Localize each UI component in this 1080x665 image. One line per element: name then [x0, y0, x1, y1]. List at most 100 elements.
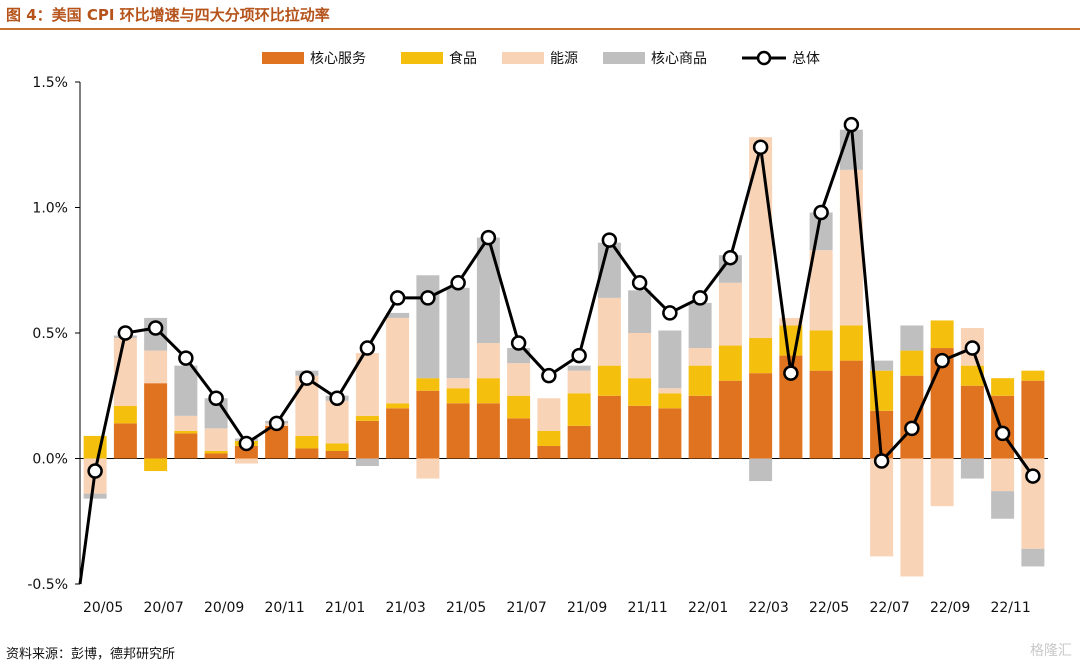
bar-core_goods	[1021, 548, 1045, 567]
bar-energy	[839, 169, 863, 326]
figure-title: 图 4：美国 CPI 环比增速与四大分项环比拉动率	[6, 6, 330, 24]
x-tick-label: 20/09	[204, 600, 244, 616]
bar-food	[597, 365, 621, 396]
x-tick-label: 22/09	[930, 600, 970, 616]
bar-food	[355, 415, 379, 421]
bar-energy	[930, 458, 954, 507]
bar-food	[688, 365, 712, 396]
bar-food	[930, 320, 954, 349]
bar-food	[839, 325, 863, 361]
bar-energy	[567, 370, 591, 394]
x-tick-label: 20/07	[143, 600, 183, 616]
total-point	[813, 204, 829, 221]
bar-energy	[658, 388, 682, 394]
legend-swatch-energy	[502, 52, 544, 64]
bar-energy	[870, 458, 894, 557]
bar-energy	[416, 458, 440, 479]
total-point	[601, 232, 618, 248]
bar-food	[174, 430, 198, 434]
bar-core_services	[416, 390, 440, 459]
y-tick-label: 1.0%	[32, 201, 68, 217]
total-point	[783, 365, 799, 381]
x-tick-label: 21/05	[446, 600, 486, 616]
bar-energy	[749, 137, 773, 339]
bar-food	[476, 378, 500, 404]
total-point	[87, 463, 103, 479]
bar-food	[567, 393, 591, 426]
bar-core_goods	[991, 491, 1015, 519]
bar-core_services	[144, 383, 168, 459]
bar-energy	[144, 350, 168, 384]
total-point	[268, 415, 285, 432]
bar-core_goods	[386, 312, 410, 318]
x-tick-label: 20/11	[264, 600, 304, 616]
bar-core_services	[718, 380, 742, 459]
total-point	[359, 340, 376, 356]
x-tick-label: 22/01	[688, 600, 728, 616]
total-point	[722, 249, 739, 266]
cpi-stacked-bar-chart: 核心服务 食品 能源 核心商品 总体 -0.5% 0.0% 0.5% 1.0% 1.5% 20/0…	[27, 50, 1048, 616]
bar-food	[900, 350, 924, 376]
watermark-logo: 格隆汇	[1030, 643, 1072, 659]
chart-legend: 核心服务 食品 能源 核心商品 总体	[262, 50, 820, 67]
legend-label-total: 总体	[792, 51, 820, 67]
bar-food	[446, 388, 470, 404]
total-point	[934, 352, 950, 369]
total-point	[692, 290, 708, 306]
bar-food	[749, 338, 773, 374]
bar-core_goods	[688, 302, 712, 349]
total-point	[480, 229, 497, 246]
bar-core_goods	[446, 287, 470, 379]
bar-food	[658, 393, 682, 409]
total-point	[420, 290, 436, 306]
bar-core_services	[900, 375, 924, 459]
bar-energy	[779, 317, 803, 326]
x-tick-label: 21/03	[385, 600, 425, 616]
x-tick-label: 21/09	[567, 600, 607, 616]
bar-core_services	[658, 408, 682, 459]
bar-core_services	[113, 423, 137, 459]
bar-energy	[537, 398, 561, 431]
bar-energy	[900, 458, 924, 577]
y-tick-label: 1.5%	[32, 75, 68, 91]
bar-core_services	[839, 360, 863, 459]
bar-food	[325, 443, 349, 451]
total-line-series	[78, 116, 1041, 585]
total-point	[208, 390, 224, 407]
bar-core_services	[749, 373, 773, 459]
bar-core_services	[597, 395, 621, 459]
total-point	[450, 275, 466, 291]
bar-food	[144, 458, 168, 472]
bar-core_services	[234, 445, 258, 459]
bar-core_services	[628, 405, 652, 459]
source-note: 资料来源：彭博，德邦研究所	[6, 647, 176, 662]
total-point	[117, 325, 134, 341]
total-point	[541, 367, 557, 384]
bar-energy	[507, 363, 531, 396]
x-tick-label: 21/07	[506, 600, 546, 616]
total-point	[571, 347, 587, 364]
bar-core_services	[870, 410, 894, 459]
bar-energy	[386, 317, 410, 404]
bar-food	[1021, 370, 1045, 381]
bar-core_goods	[628, 290, 652, 333]
y-tick-label: 0.5%	[32, 326, 68, 342]
bar-core_services	[265, 425, 289, 459]
bar-energy	[476, 343, 500, 379]
bar-food	[718, 345, 742, 381]
legend-label-core_goods: 核心商品	[651, 51, 707, 67]
bar-energy	[234, 458, 258, 464]
bar-core_services	[567, 425, 591, 459]
bar-food	[960, 365, 984, 386]
total-point	[1025, 468, 1041, 484]
chart-tick-labels: -0.5% 0.0% 0.5% 1.0% 1.5% 20/05 20/07 20/09 20/1…	[27, 75, 1030, 616]
legend-swatch-core_goods	[603, 52, 645, 64]
legend-label-energy: 能源	[550, 51, 578, 67]
bar-food	[416, 378, 440, 391]
chart-bars	[83, 129, 1045, 577]
legend-swatch-food	[401, 52, 443, 64]
bar-core_services	[325, 450, 349, 459]
total-point	[631, 275, 648, 291]
bar-core_services	[688, 395, 712, 459]
bar-core_goods	[749, 458, 773, 482]
